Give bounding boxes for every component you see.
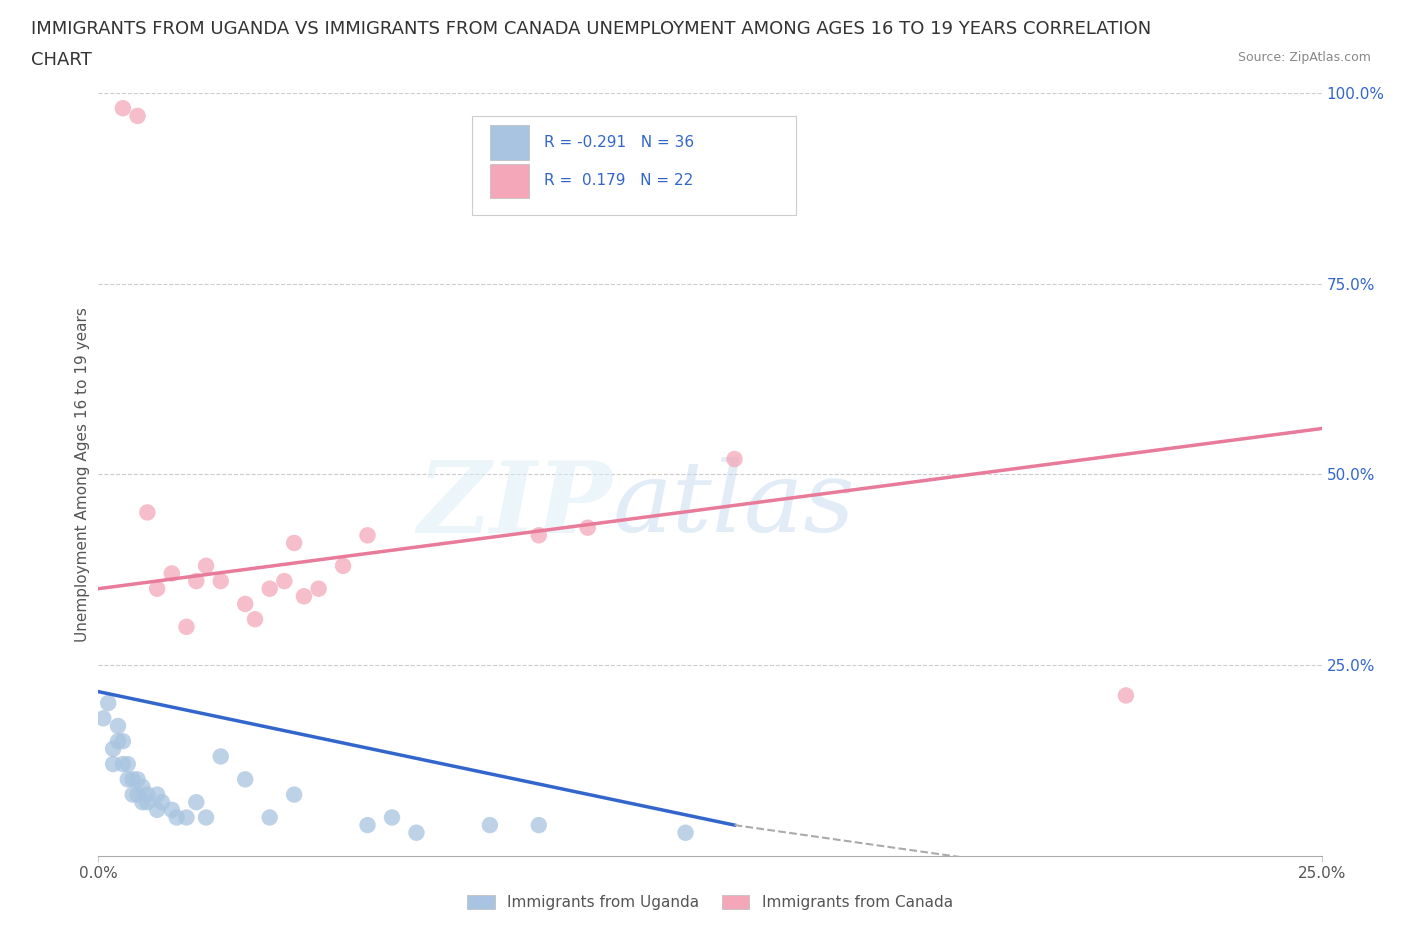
- Point: [478, 817, 501, 832]
- Point: [111, 734, 134, 749]
- Point: [121, 772, 143, 787]
- Point: [308, 581, 330, 596]
- Point: [527, 817, 550, 832]
- Text: ZIP: ZIP: [418, 457, 612, 553]
- Point: [259, 581, 281, 596]
- Point: [176, 810, 198, 825]
- Point: [136, 787, 159, 802]
- Point: [146, 803, 169, 817]
- Point: [209, 574, 232, 589]
- Point: [127, 772, 149, 787]
- Point: [107, 734, 129, 749]
- Point: [527, 528, 550, 543]
- Point: [209, 749, 232, 764]
- Point: [111, 757, 134, 772]
- Point: [146, 787, 169, 802]
- Point: [136, 795, 159, 810]
- Point: [131, 795, 153, 810]
- Point: [101, 757, 124, 772]
- Point: [356, 528, 378, 543]
- Point: [233, 772, 256, 787]
- Point: [166, 810, 188, 825]
- Point: [186, 574, 208, 589]
- Point: [107, 719, 129, 734]
- Point: [259, 810, 281, 825]
- Point: [356, 817, 378, 832]
- Point: [675, 825, 697, 840]
- Point: [176, 619, 198, 634]
- Point: [136, 505, 159, 520]
- Point: [1115, 688, 1137, 703]
- FancyBboxPatch shape: [489, 164, 529, 198]
- Point: [131, 779, 153, 794]
- Point: [101, 741, 124, 756]
- Text: atlas: atlas: [612, 458, 855, 552]
- Text: R = -0.291   N = 36: R = -0.291 N = 36: [544, 135, 693, 150]
- Point: [405, 825, 427, 840]
- Text: Source: ZipAtlas.com: Source: ZipAtlas.com: [1237, 51, 1371, 64]
- Point: [195, 558, 218, 573]
- Point: [283, 787, 305, 802]
- FancyBboxPatch shape: [489, 126, 529, 160]
- Point: [283, 536, 305, 551]
- Point: [186, 795, 208, 810]
- Text: CHART: CHART: [31, 51, 91, 69]
- FancyBboxPatch shape: [471, 116, 796, 215]
- Point: [160, 566, 183, 581]
- Y-axis label: Unemployment Among Ages 16 to 19 years: Unemployment Among Ages 16 to 19 years: [75, 307, 90, 642]
- Point: [723, 452, 745, 467]
- Point: [121, 787, 143, 802]
- Text: IMMIGRANTS FROM UGANDA VS IMMIGRANTS FROM CANADA UNEMPLOYMENT AMONG AGES 16 TO 1: IMMIGRANTS FROM UGANDA VS IMMIGRANTS FRO…: [31, 20, 1152, 38]
- Point: [97, 696, 120, 711]
- Point: [117, 757, 139, 772]
- Point: [111, 100, 134, 115]
- Point: [576, 520, 599, 535]
- Point: [243, 612, 266, 627]
- Legend: Immigrants from Uganda, Immigrants from Canada: Immigrants from Uganda, Immigrants from …: [461, 889, 959, 917]
- Point: [146, 581, 169, 596]
- Point: [160, 803, 183, 817]
- Point: [127, 109, 149, 124]
- Point: [273, 574, 295, 589]
- Point: [195, 810, 218, 825]
- Point: [332, 558, 354, 573]
- Point: [117, 772, 139, 787]
- Point: [233, 596, 256, 611]
- Text: R =  0.179   N = 22: R = 0.179 N = 22: [544, 173, 693, 188]
- Point: [381, 810, 404, 825]
- Point: [150, 795, 173, 810]
- Point: [91, 711, 114, 725]
- Point: [127, 787, 149, 802]
- Point: [292, 589, 315, 604]
